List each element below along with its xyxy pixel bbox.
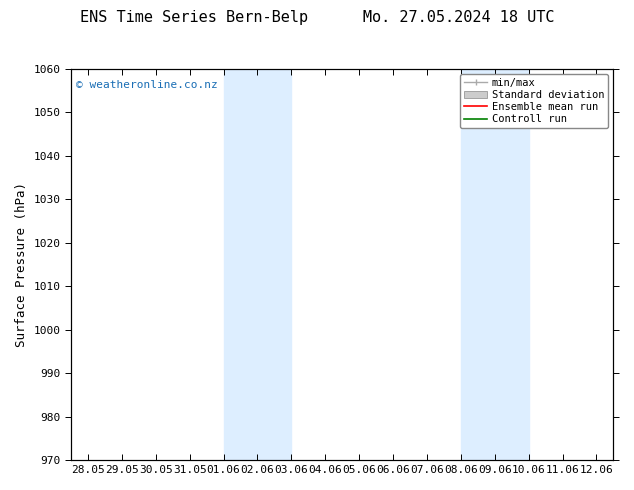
Text: © weatheronline.co.nz: © weatheronline.co.nz — [76, 80, 218, 90]
Y-axis label: Surface Pressure (hPa): Surface Pressure (hPa) — [15, 182, 28, 347]
Bar — [461, 69, 529, 460]
Legend: min/max, Standard deviation, Ensemble mean run, Controll run: min/max, Standard deviation, Ensemble me… — [460, 74, 608, 128]
Text: ENS Time Series Bern-Belp      Mo. 27.05.2024 18 UTC: ENS Time Series Bern-Belp Mo. 27.05.2024… — [80, 10, 554, 25]
Bar — [224, 69, 292, 460]
